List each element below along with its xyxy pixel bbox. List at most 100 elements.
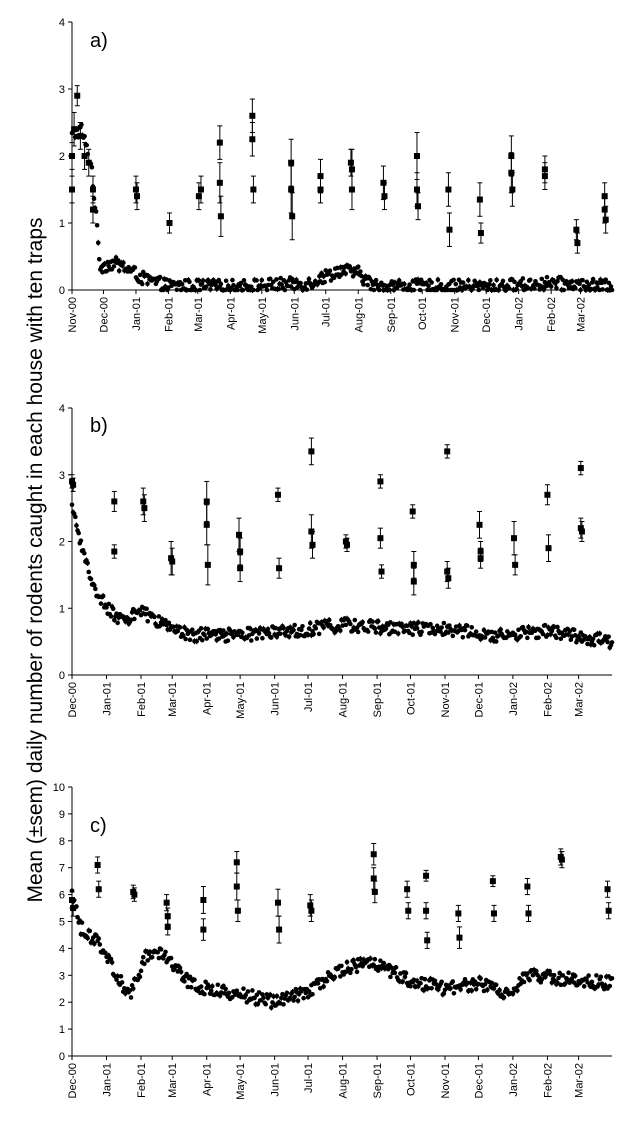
daily-point xyxy=(208,988,214,994)
daily-point xyxy=(284,990,290,996)
mean-point xyxy=(524,883,531,890)
mean-point xyxy=(249,136,256,143)
daily-point xyxy=(422,976,428,982)
mean-point xyxy=(574,240,581,247)
y-tick-label: 5 xyxy=(59,917,65,929)
mean-point xyxy=(456,934,463,941)
daily-point xyxy=(393,965,399,970)
daily-point xyxy=(429,985,434,991)
daily-point xyxy=(291,998,296,1003)
x-tick-label: Feb-02 xyxy=(546,297,558,332)
daily-point xyxy=(175,628,181,634)
daily-point xyxy=(204,636,210,641)
daily-point xyxy=(411,287,417,293)
daily-point xyxy=(387,287,393,293)
daily-point xyxy=(434,287,440,293)
mean-point xyxy=(370,851,377,858)
daily-point xyxy=(606,280,612,286)
mean-point xyxy=(71,126,78,133)
mean-point xyxy=(573,226,580,233)
mean-point xyxy=(85,159,92,166)
daily-point xyxy=(439,625,444,630)
x-tick-label: Jun-01 xyxy=(289,297,301,331)
daily-point xyxy=(241,278,247,283)
daily-point xyxy=(460,280,466,285)
mean-point xyxy=(233,883,240,890)
daily-point xyxy=(115,620,120,626)
mean-point xyxy=(140,498,147,505)
mean-point xyxy=(288,186,295,193)
daily-point xyxy=(108,614,114,619)
y-tick-label: 1 xyxy=(59,1024,65,1036)
mean-point xyxy=(216,179,223,186)
daily-point xyxy=(378,958,383,964)
daily-point xyxy=(260,635,265,641)
y-tick-label: 1 xyxy=(59,603,65,615)
daily-point xyxy=(137,272,143,278)
daily-point xyxy=(414,626,420,631)
daily-point xyxy=(536,635,541,640)
daily-point xyxy=(245,989,251,994)
daily-point xyxy=(464,980,470,986)
mean-point xyxy=(69,478,75,485)
daily-point xyxy=(606,634,611,639)
daily-point xyxy=(96,936,102,941)
daily-point xyxy=(168,955,174,961)
mean-point xyxy=(605,907,612,914)
x-tick-label: Mar-02 xyxy=(574,682,586,717)
daily-point xyxy=(372,626,378,631)
daily-point xyxy=(110,606,116,612)
daily-point xyxy=(152,614,157,620)
x-tick-label: Dec-01 xyxy=(473,1063,485,1098)
daily-point xyxy=(197,287,203,293)
daily-point xyxy=(493,982,499,988)
daily-point xyxy=(254,278,259,283)
daily-point xyxy=(493,639,499,644)
mean-point xyxy=(195,193,202,200)
daily-point xyxy=(192,977,197,983)
daily-point xyxy=(94,222,100,228)
daily-point xyxy=(91,582,97,588)
x-tick-label: Apr-01 xyxy=(202,1063,214,1096)
y-tick-label: 0 xyxy=(59,1051,65,1063)
mean-point xyxy=(70,905,77,912)
mean-point xyxy=(377,535,384,542)
daily-point xyxy=(580,277,585,283)
mean-point xyxy=(111,548,118,555)
daily-point xyxy=(476,287,482,293)
y-tick-label: 3 xyxy=(59,84,65,96)
daily-point xyxy=(301,995,306,1001)
mean-point xyxy=(378,568,385,575)
daily-point xyxy=(547,968,552,974)
daily-point xyxy=(352,617,358,623)
daily-point xyxy=(223,986,228,992)
x-tick-label: Jul-01 xyxy=(303,682,315,712)
x-tick-label: Aug-01 xyxy=(353,297,365,332)
y-tick-label: 2 xyxy=(59,997,65,1009)
daily-point xyxy=(373,630,379,635)
x-tick-label: Nov-01 xyxy=(440,1063,452,1098)
mean-point xyxy=(577,465,584,472)
daily-point xyxy=(143,611,148,617)
x-tick-label: Dec-00 xyxy=(98,297,110,332)
daily-point xyxy=(539,276,545,282)
daily-point xyxy=(558,636,564,642)
daily-point xyxy=(482,981,488,987)
x-tick-label: Jan-01 xyxy=(102,682,114,716)
daily-point xyxy=(544,274,550,280)
daily-point xyxy=(527,277,533,283)
y-tick-label: 4 xyxy=(59,403,65,415)
x-tick-label: Feb-01 xyxy=(136,1063,148,1098)
panel-label: a) xyxy=(90,30,108,52)
mean-point xyxy=(317,186,324,193)
session-mean-series xyxy=(69,842,612,949)
mean-point xyxy=(249,112,256,119)
session-mean-series xyxy=(69,437,585,596)
daily-point xyxy=(202,632,207,638)
daily-point xyxy=(91,196,97,202)
x-tick-label: Dec-01 xyxy=(481,297,493,332)
daily-point xyxy=(438,281,444,287)
daily-point xyxy=(542,279,548,285)
daily-point xyxy=(506,286,512,291)
daily-point xyxy=(349,966,354,972)
